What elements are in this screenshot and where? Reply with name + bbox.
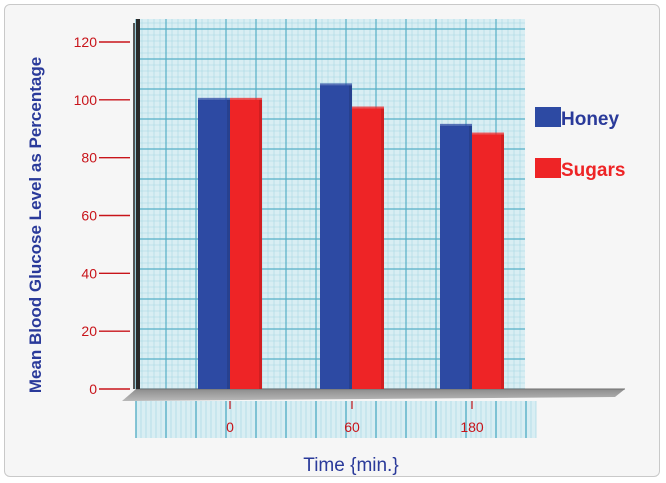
bar-shadow	[227, 99, 230, 389]
chart-floor	[122, 389, 625, 401]
chart-frame: 0 60 180 0 20 40 60 80 100 120 Mean Blood Glucose …	[4, 4, 660, 477]
bar-honey-60	[320, 85, 352, 389]
bar-sugars-60	[352, 108, 384, 389]
x-tick-label-0: 0	[226, 419, 234, 435]
legend-swatch-honey	[535, 107, 561, 127]
bar-top-edge	[320, 83, 352, 87]
x-axis-label: Time {min.}	[303, 455, 398, 476]
y-tick-label-0: 0	[89, 381, 97, 397]
bar-shadow	[259, 99, 262, 389]
bar-honey-0	[198, 99, 230, 389]
bar-sugars-0	[230, 99, 262, 389]
bar-shadow	[349, 85, 352, 389]
bar-shadow	[381, 108, 384, 389]
y-tick-label-120: 120	[74, 34, 98, 50]
legend-swatch-sugars	[535, 158, 561, 178]
bar-chart: 0 60 180 0 20 40 60 80 100 120 Mean Blood Glucose …	[26, 19, 625, 476]
bar-top-edge	[198, 97, 230, 101]
bar-top-edge	[440, 123, 472, 127]
legend-label-honey: Honey	[561, 109, 620, 130]
legend-label-sugars: Sugars	[561, 160, 625, 181]
y-tick-label-60: 60	[81, 208, 97, 224]
y-tick-label-80: 80	[81, 150, 97, 166]
y-axis-post	[136, 19, 140, 389]
y-tick-label-100: 100	[74, 92, 98, 108]
bar-honey-180	[440, 125, 472, 389]
y-tick-label-20: 20	[81, 323, 97, 339]
y-axis-label: Mean Blood Glucose Level as Percentage	[26, 57, 45, 393]
bar-shadow	[469, 125, 472, 389]
bar-top-edge	[352, 106, 384, 110]
bar-shadow	[501, 134, 504, 389]
bar-top-edge	[230, 97, 262, 101]
bar-sugars-180	[472, 134, 504, 389]
bar-top-edge	[472, 132, 504, 136]
x-tick-label-180: 180	[460, 419, 484, 435]
x-tick-label-60: 60	[344, 419, 360, 435]
y-tick-label-40: 40	[81, 265, 97, 281]
